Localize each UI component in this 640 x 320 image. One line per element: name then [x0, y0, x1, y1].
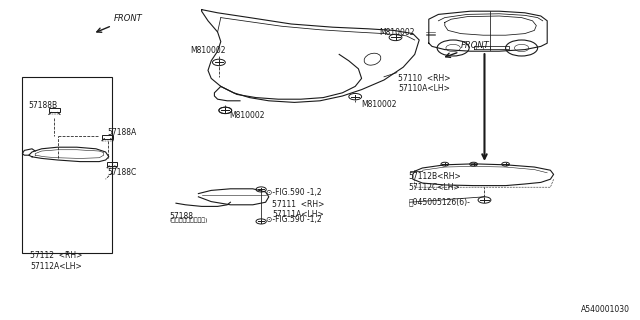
Text: M810002: M810002 — [362, 100, 397, 109]
Text: Ⓝ045005126(6)-: Ⓝ045005126(6)- — [408, 198, 470, 207]
Text: 57110  <RH>
57110A<LH>: 57110 <RH> 57110A<LH> — [398, 74, 451, 93]
Text: (エントルニー外しけ): (エントルニー外しけ) — [170, 217, 208, 222]
Text: ⊙-FIG.590 -1,2: ⊙-FIG.590 -1,2 — [266, 188, 321, 196]
Text: 57188A: 57188A — [108, 128, 137, 137]
Text: 57188B: 57188B — [29, 101, 58, 110]
Text: A540001030: A540001030 — [581, 305, 630, 314]
Text: FRONT: FRONT — [114, 14, 143, 23]
Text: 57112  <RH>
57112A<LH>: 57112 <RH> 57112A<LH> — [30, 251, 83, 271]
Text: M810002: M810002 — [229, 111, 264, 120]
Text: M810002: M810002 — [191, 46, 226, 55]
Text: ⊙-FIG.590 -1,2: ⊙-FIG.590 -1,2 — [266, 215, 321, 224]
Text: M810002: M810002 — [379, 28, 414, 37]
Text: 57188: 57188 — [170, 212, 194, 221]
Text: 57111  <RH>
57111A<LH>: 57111 <RH> 57111A<LH> — [272, 200, 324, 220]
Bar — [102, 135, 113, 139]
Bar — [22, 77, 112, 253]
Text: FRONT: FRONT — [461, 41, 490, 50]
Bar — [107, 163, 117, 166]
Bar — [49, 108, 60, 112]
Text: 57112B<RH>
57112C<LH>: 57112B<RH> 57112C<LH> — [408, 172, 461, 192]
Text: 57188C: 57188C — [108, 168, 137, 177]
